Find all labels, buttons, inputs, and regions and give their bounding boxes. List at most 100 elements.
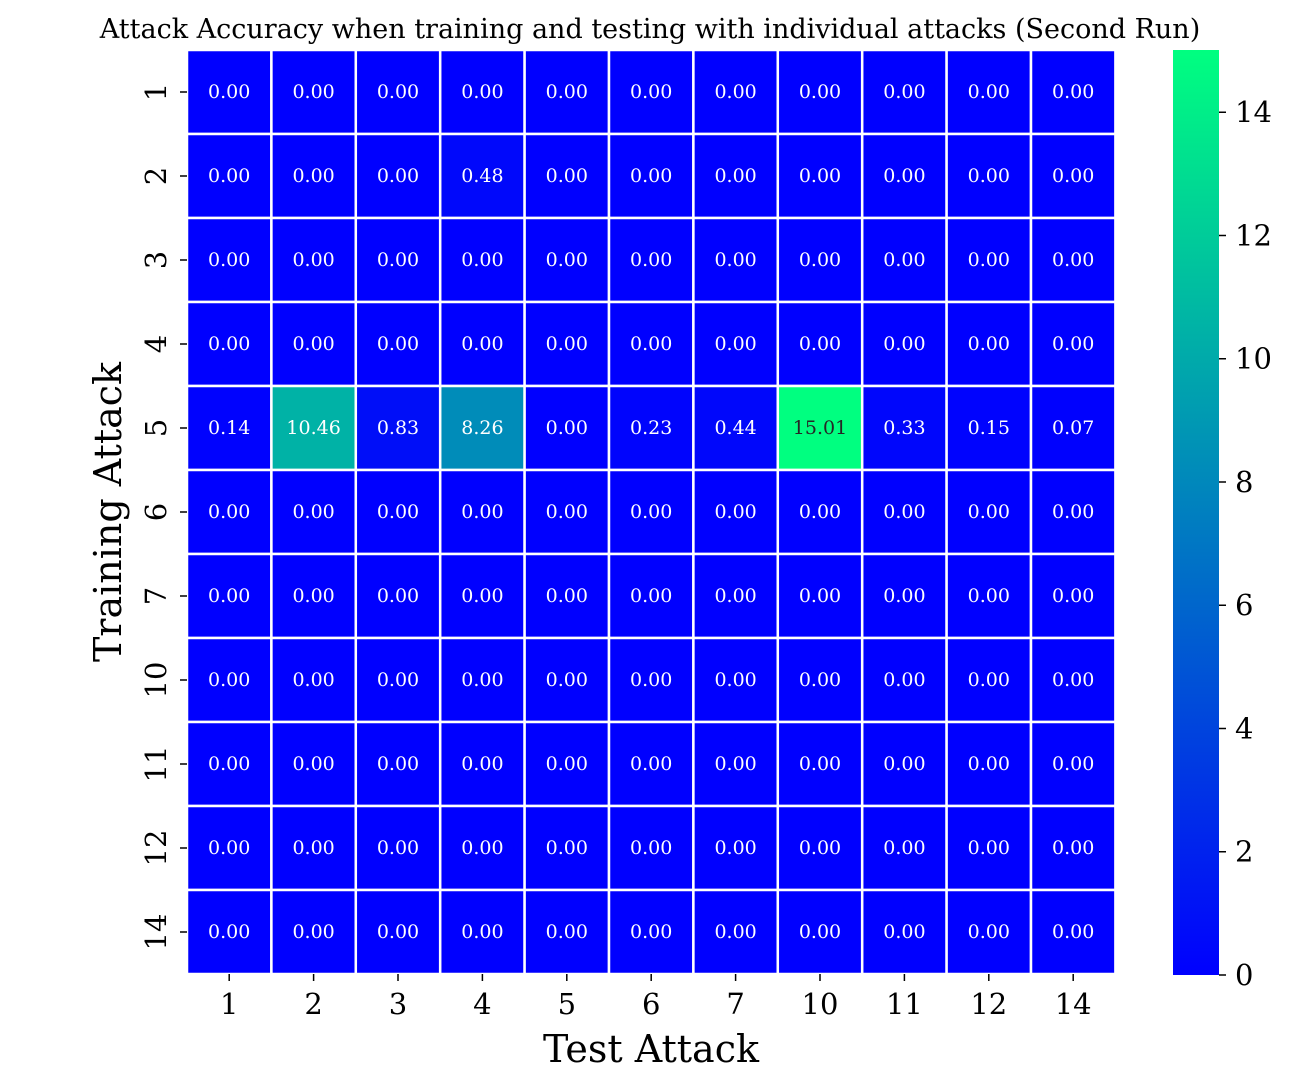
heatmap-cell [438,300,526,388]
colorbar-tick-label: 4 [1235,711,1253,745]
cell-value-label: 0.44 [714,417,756,439]
cell-value-label: 0.00 [546,585,588,607]
heatmap-cells: 0.00 0.00 0.00 0.00 0.00 0.00 0.00 0.00 0.00 0.00… [185,48,1117,976]
heatmap-cell [354,300,442,388]
x-tick-label: 12 [970,987,1007,1021]
heatmap-cell [692,384,780,472]
y-tick-label: 5 [139,419,173,437]
cell-value-label: 0.83 [377,417,419,439]
cell-value-label: 0.14 [208,417,250,439]
heatmap-cell [185,468,273,556]
heatmap-cell [860,300,948,388]
cell-value-label: 0.00 [292,753,334,775]
colorbar-tick-label: 12 [1235,218,1272,252]
heatmap-cell [354,552,442,640]
x-tick-label: 6 [642,987,660,1021]
cell-value-label: 0.00 [714,669,756,691]
cell-value-label: 0.00 [799,921,841,943]
cell-value-label: 0.00 [546,753,588,775]
cell-value-label: 0.00 [546,417,588,439]
heatmap-cell [860,468,948,556]
cell-value-label: 0.00 [714,249,756,271]
heatmap-cell [692,216,780,304]
heatmap-cell [1029,888,1117,976]
heatmap-cell [270,48,358,136]
colorbar-tick-label: 6 [1235,588,1253,622]
heatmap-cell [945,720,1033,808]
cell-value-label: 0.00 [883,81,925,103]
cell-value-label: 0.00 [377,501,419,523]
cell-value-label: 0.00 [968,921,1010,943]
cell-value-label: 0.00 [546,501,588,523]
y-tick-label: 1 [139,83,173,101]
cell-value-label: 0.00 [292,669,334,691]
heatmap-cell [776,552,864,640]
y-tick-label: 7 [139,587,173,605]
cell-value-label: 0.00 [1052,333,1094,355]
cell-value-label: 0.00 [292,81,334,103]
cell-value-label: 0.00 [546,81,588,103]
cell-value-label: 0.00 [968,81,1010,103]
x-tick-label: 2 [304,987,322,1021]
cell-value-label: 0.00 [799,585,841,607]
cell-value-label: 0.00 [461,333,503,355]
cell-value-label: 0.00 [461,585,503,607]
y-tick-label: 10 [139,662,173,699]
cell-value-label: 0.00 [461,669,503,691]
cell-value-label: 0.00 [546,669,588,691]
cell-value-label: 0.00 [630,165,672,187]
cell-value-label: 0.00 [883,501,925,523]
cell-value-label: 0.00 [799,669,841,691]
cell-value-label: 0.00 [377,249,419,271]
cell-value-label: 0.00 [546,165,588,187]
x-axis-ticks: 1 2 3 4 5 6 7 10 11 12 14 [220,974,1092,1021]
cell-value-label: 0.00 [714,165,756,187]
y-tick-label: 14 [139,914,173,951]
heatmap-cell [1029,300,1117,388]
cell-value-label: 0.00 [883,165,925,187]
heatmap-cell [438,468,526,556]
cell-value-label: 0.00 [799,333,841,355]
heatmap-cell [354,720,442,808]
y-axis-label: Training Attack [86,361,130,662]
heatmap-cell [860,552,948,640]
cell-value-label: 0.00 [714,585,756,607]
x-tick-label: 5 [558,987,576,1021]
cell-value-label: 0.00 [461,837,503,859]
colorbar-tick-label: 2 [1235,835,1253,869]
heatmap-cell [1029,468,1117,556]
heatmap-cell [692,552,780,640]
cell-value-label: 0.00 [292,837,334,859]
cell-value-label: 0.00 [883,669,925,691]
cell-value-label: 0.00 [1052,249,1094,271]
heatmap-cell [1029,216,1117,304]
x-tick-label: 7 [726,987,744,1021]
heatmap-cell [945,132,1033,220]
heatmap-cell [523,132,611,220]
heatmap-cell [607,132,695,220]
cell-value-label: 0.00 [714,837,756,859]
cell-value-label: 8.26 [461,417,503,439]
cell-value-label: 0.00 [208,753,250,775]
heatmap-cell [860,720,948,808]
cell-value-label: 0.00 [292,249,334,271]
heatmap-cell [523,636,611,724]
heatmap-cell [185,132,273,220]
cell-value-label: 0.00 [461,81,503,103]
heatmap-cell [776,48,864,136]
heatmap-cell [945,48,1033,136]
heatmap-cell [523,216,611,304]
cell-value-label: 0.00 [883,585,925,607]
cell-value-label: 0.00 [799,501,841,523]
x-tick-label: 1 [220,987,238,1021]
heatmap-cell [607,552,695,640]
heatmap-cell [692,720,780,808]
y-tick-label: 4 [139,335,173,353]
heatmap-cell [523,804,611,892]
heatmap-cell [607,888,695,976]
y-tick-label: 2 [139,167,173,185]
heatmap-cell [523,888,611,976]
heatmap-cell [860,888,948,976]
cell-value-label: 0.00 [292,585,334,607]
